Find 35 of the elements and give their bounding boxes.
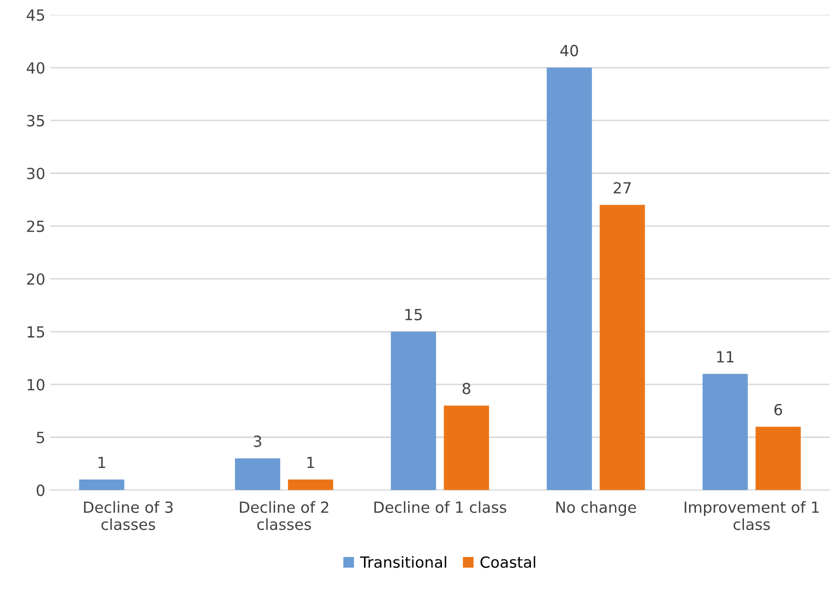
y-tick-label: 5 [36, 432, 44, 444]
bar [702, 374, 748, 490]
y-tick-label: 10 [28, 378, 44, 390]
data-label: 8 [462, 382, 470, 394]
data-label: 11 [717, 351, 734, 362]
bar [288, 479, 334, 490]
x-tick-label: Decline of 3 classes [84, 501, 173, 530]
data-label: 1 [307, 456, 314, 468]
y-tick-label: 15 [28, 326, 44, 338]
y-tick-label: 25 [27, 220, 44, 232]
bar [444, 406, 490, 490]
x-tick-label: Decline of 1 class [374, 501, 506, 513]
legend-label: Transitional [360, 556, 446, 568]
x-tick-label: Decline of 2 classes [240, 501, 328, 530]
data-label: 1 [98, 456, 106, 468]
x-tick-label: No change [556, 501, 636, 516]
bar [756, 426, 801, 490]
bar [79, 479, 124, 490]
y-tick-label: 20 [27, 273, 44, 285]
y-tick-label: 0 [36, 484, 44, 496]
data-label: 6 [774, 404, 782, 416]
data-label: 27 [614, 182, 631, 194]
data-label: 15 [405, 309, 422, 320]
y-tick-label: 35 [27, 114, 44, 126]
bar [546, 68, 592, 490]
legend-label: Coastal [480, 556, 536, 568]
x-tick-label: Improvement of 1 class [684, 501, 819, 530]
y-tick-label: 45 [26, 10, 44, 21]
y-tick-label: 30 [27, 168, 44, 180]
bar [390, 332, 436, 490]
bar [234, 458, 280, 490]
bar [600, 204, 645, 490]
y-tick-label: 40 [26, 62, 44, 74]
data-label: 40 [560, 44, 578, 56]
data-label: 3 [254, 436, 262, 448]
